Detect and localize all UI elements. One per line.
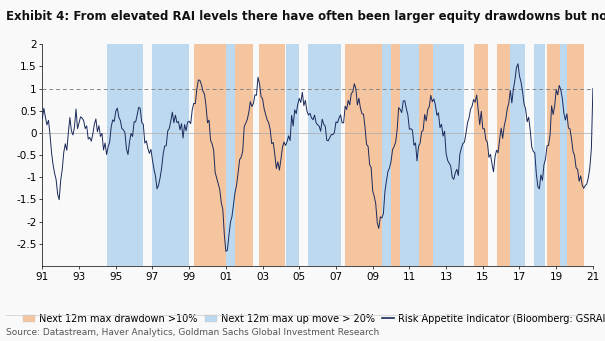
Bar bbox=[345, 44, 382, 266]
Text: Exhibit 4: From elevated RAI levels there have often been larger equity drawdown: Exhibit 4: From elevated RAI levels ther… bbox=[6, 10, 605, 23]
Bar bbox=[419, 44, 433, 266]
Bar bbox=[194, 44, 226, 266]
Legend: Next 12m max drawdown >10%, Next 12m max up move > 20%, Risk Appetite Indicator : Next 12m max drawdown >10%, Next 12m max… bbox=[19, 310, 605, 328]
Text: Source: Datastream, Haver Analytics, Goldman Sachs Global Investment Research: Source: Datastream, Haver Analytics, Gol… bbox=[6, 328, 379, 337]
Bar bbox=[391, 44, 401, 266]
Bar bbox=[259, 44, 284, 266]
Bar bbox=[401, 44, 419, 266]
Bar bbox=[382, 44, 391, 266]
Bar bbox=[534, 44, 545, 266]
Bar bbox=[497, 44, 511, 266]
Bar bbox=[433, 44, 465, 266]
Bar bbox=[511, 44, 525, 266]
Bar bbox=[560, 44, 567, 266]
Bar bbox=[567, 44, 584, 266]
Bar bbox=[226, 44, 235, 266]
Bar bbox=[474, 44, 488, 266]
Bar bbox=[106, 44, 143, 266]
Bar bbox=[547, 44, 560, 266]
Bar bbox=[286, 44, 299, 266]
Bar bbox=[152, 44, 189, 266]
Bar bbox=[235, 44, 253, 266]
Bar bbox=[309, 44, 341, 266]
